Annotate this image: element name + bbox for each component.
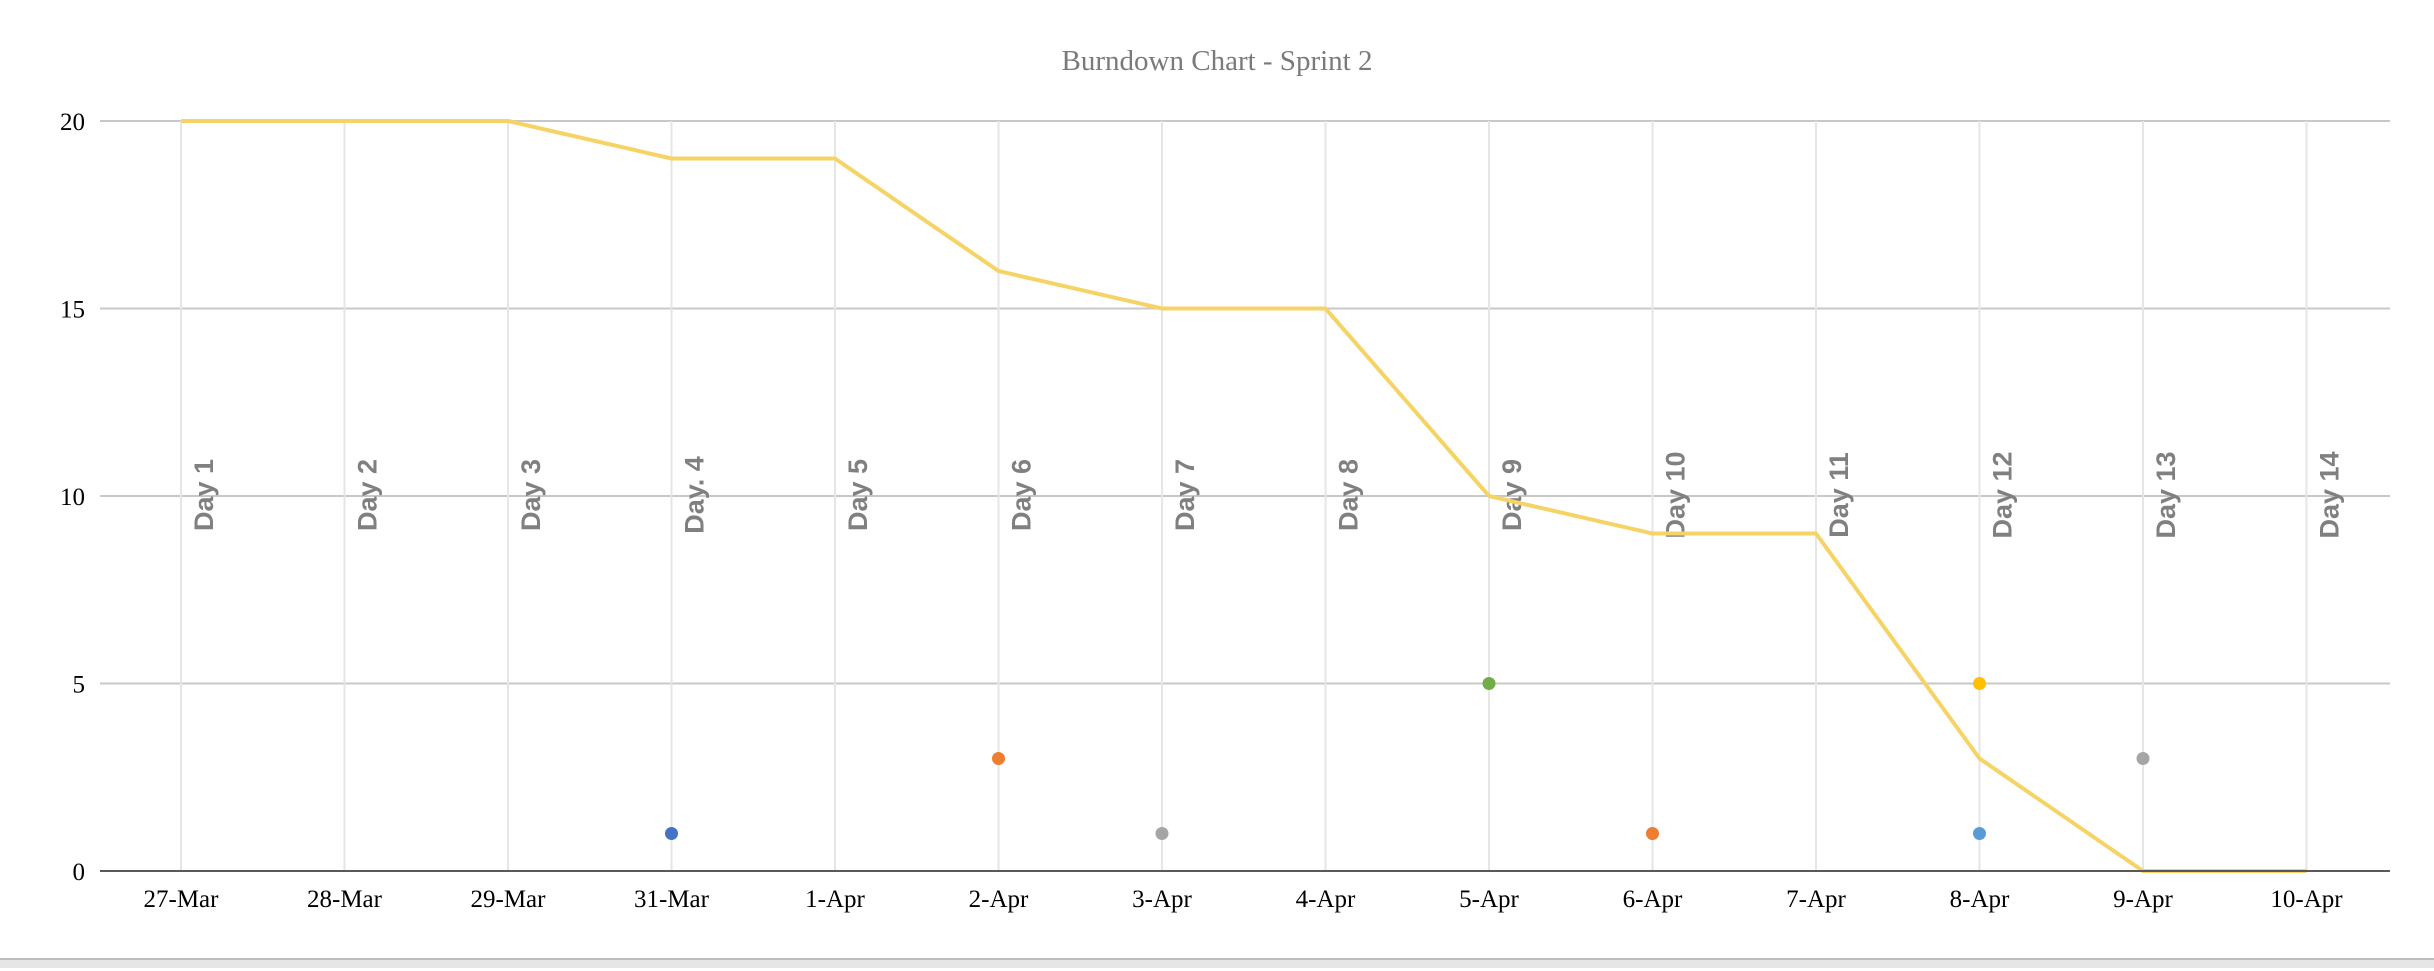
- day-label: Day. 4: [680, 456, 710, 534]
- x-tick-label: 7-Apr: [1786, 886, 1846, 913]
- day-label: Day 2: [353, 459, 383, 531]
- x-tick-label: 6-Apr: [1623, 886, 1683, 913]
- horizontal-gridlines: [100, 120, 2390, 685]
- day-label: Day 14: [2315, 451, 2345, 538]
- data-point: [992, 752, 1005, 765]
- chart-title: Burndown Chart - Sprint 2: [1062, 45, 1373, 77]
- y-tick-label: 10: [60, 484, 85, 511]
- x-tick-label: 5-Apr: [1459, 886, 1519, 913]
- series-layer: [181, 119, 2307, 873]
- y-tick-label: 0: [73, 859, 86, 886]
- day-label: Day 1: [189, 459, 219, 531]
- day-label: Day 5: [843, 459, 873, 531]
- data-point: [1973, 827, 1986, 840]
- x-tick-label: 27-Mar: [144, 886, 220, 913]
- x-tick-label: 2-Apr: [969, 886, 1029, 913]
- data-point: [1482, 677, 1496, 690]
- x-tick-label: 10-Apr: [2270, 886, 2343, 913]
- day-label: Day 11: [1824, 452, 1854, 538]
- x-tick-label: 29-Mar: [471, 886, 547, 913]
- data-point: [665, 827, 678, 840]
- data-point: [2136, 752, 2150, 765]
- x-tick-label: 1-Apr: [805, 886, 865, 913]
- day-label: Day 3: [516, 459, 546, 531]
- day-label: Day 8: [1334, 459, 1364, 531]
- data-point: [1973, 677, 1986, 690]
- scatter-points: [665, 677, 2150, 840]
- day-label: Day 9: [1497, 459, 1527, 531]
- day-label: Day 13: [2151, 451, 2181, 538]
- x-tick-label: 8-Apr: [1950, 886, 2010, 913]
- y-tick-label: 20: [60, 109, 85, 136]
- day-label: Day 6: [1007, 459, 1037, 531]
- x-tick-label: 31-Mar: [634, 886, 710, 913]
- day-label: Day 10: [1661, 451, 1691, 538]
- day-label: Day 7: [1170, 459, 1200, 531]
- data-point: [1155, 827, 1169, 840]
- x-tick-label: 9-Apr: [2113, 886, 2173, 913]
- x-tick-label: 4-Apr: [1296, 886, 1356, 913]
- burndown-line: [181, 119, 2307, 873]
- bottom-edge-bar: [0, 958, 2434, 968]
- y-tick-label: 5: [73, 672, 86, 699]
- y-axis-ticks: 0 5 10 15 20: [60, 109, 85, 886]
- x-tick-label: 3-Apr: [1132, 886, 1192, 913]
- data-point: [1646, 827, 1659, 840]
- x-tick-label: 28-Mar: [307, 886, 383, 913]
- day-labels: Day 1 Day 2 Day 3 Day. 4 Day 5 Day 6 Day 7 Day …: [189, 451, 2345, 538]
- y-tick-label: 15: [60, 297, 85, 324]
- x-axis-ticks: 27-Mar 28-Mar 29-Mar 31-Mar 1-Apr 2-Apr 3-Apr 4…: [144, 886, 2344, 913]
- day-label: Day 12: [1988, 451, 2018, 538]
